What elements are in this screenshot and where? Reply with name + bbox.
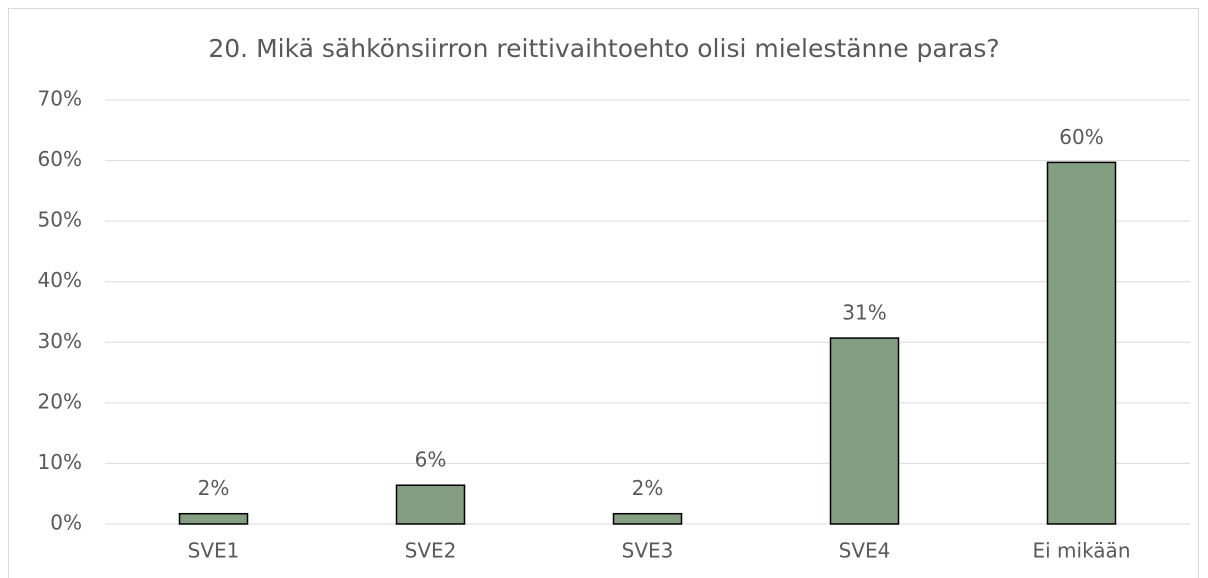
y-tick-label: 10% (38, 450, 82, 474)
y-tick-label: 60% (38, 147, 82, 171)
chart-border (8, 8, 1199, 578)
y-tick-label: 30% (38, 329, 82, 353)
bar (612, 512, 683, 525)
y-tick-label: 70% (38, 87, 82, 111)
x-tick-label: Ei mikään (1032, 539, 1130, 563)
y-tick-label: 20% (38, 389, 82, 413)
y-tick-label: 0% (50, 511, 82, 535)
x-tick-label: SVE2 (405, 539, 457, 563)
bar (395, 484, 466, 525)
data-label: 6% (415, 448, 447, 472)
data-label: 2% (198, 476, 230, 500)
bar (178, 512, 249, 525)
bar (829, 337, 900, 525)
data-label: 31% (842, 301, 886, 325)
x-tick-label: SVE1 (188, 539, 240, 563)
x-tick-label: SVE4 (839, 539, 891, 563)
y-tick-label: 40% (38, 268, 82, 292)
y-tick-label: 50% (38, 208, 82, 232)
x-tick-label: SVE3 (622, 539, 674, 563)
data-label: 60% (1059, 125, 1103, 149)
bar (1046, 161, 1117, 525)
chart-title: 20. Mikä sähkönsiirron reittivaihtoehto … (208, 34, 999, 63)
data-label: 2% (632, 476, 664, 500)
